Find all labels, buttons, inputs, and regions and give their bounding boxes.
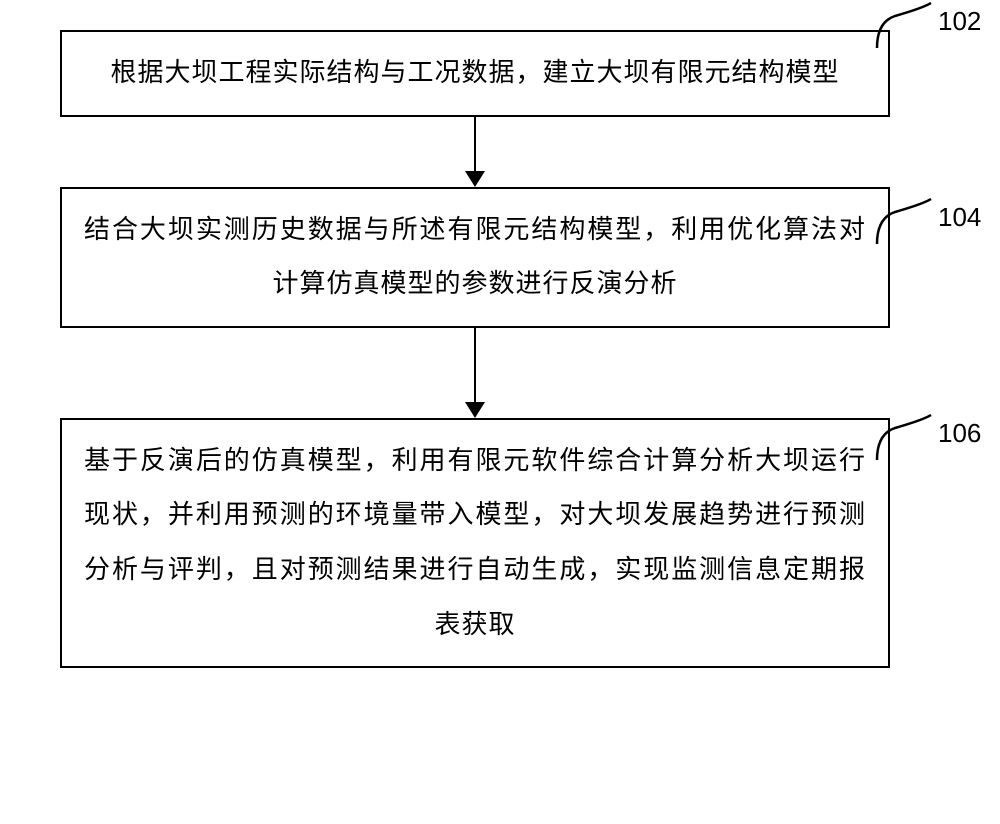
flow-step-104: 结合大坝实测历史数据与所述有限元结构模型，利用优化算法对计算仿真模型的参数进行反…: [60, 187, 890, 328]
flow-step-text: 结合大坝实测历史数据与所述有限元结构模型，利用优化算法对计算仿真模型的参数进行反…: [84, 215, 866, 299]
arrow-line: [474, 328, 476, 402]
callout-curve-icon: [875, 2, 935, 50]
arrow-head-icon: [465, 171, 485, 187]
callout-label: 106: [938, 418, 981, 449]
flow-step-text: 根据大坝工程实际结构与工况数据，建立大坝有限元结构模型: [110, 58, 839, 87]
flow-step-102: 根据大坝工程实际结构与工况数据，建立大坝有限元结构模型: [60, 30, 890, 117]
callout-106: 106: [875, 414, 935, 462]
flow-arrow-1: [465, 117, 485, 187]
callout-curve-icon: [875, 414, 935, 462]
arrow-head-icon: [465, 402, 485, 418]
callout-102: 102: [875, 2, 935, 50]
callout-104: 104: [875, 198, 935, 246]
flow-step-text: 基于反演后的仿真模型，利用有限元软件综合计算分析大坝运行现状，并利用预测的环境量…: [84, 446, 866, 639]
flowchart-container: 根据大坝工程实际结构与工况数据，建立大坝有限元结构模型 结合大坝实测历史数据与所…: [60, 30, 890, 668]
flow-step-106: 基于反演后的仿真模型，利用有限元软件综合计算分析大坝运行现状，并利用预测的环境量…: [60, 418, 890, 668]
callout-label: 102: [938, 6, 981, 37]
arrow-line: [474, 117, 476, 171]
callout-curve-icon: [875, 198, 935, 246]
flow-arrow-2: [465, 328, 485, 418]
callout-label: 104: [938, 202, 981, 233]
